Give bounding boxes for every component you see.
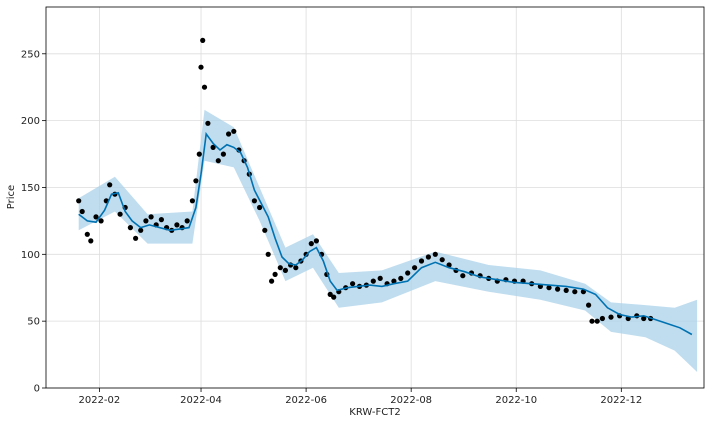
- ticks-layer: 2022-02 2022-04 2022-06 2022-08 2022-10 2022-…: [21, 49, 642, 406]
- observed-point: [418, 258, 425, 264]
- observed-point: [76, 198, 82, 204]
- observed-point: [148, 214, 154, 220]
- observed-point: [215, 158, 221, 164]
- y-axis-label: Price: [6, 185, 17, 209]
- observed-point: [308, 241, 314, 247]
- observed-point: [391, 278, 397, 284]
- observed-point: [446, 262, 452, 268]
- y-tick-label: 200: [21, 116, 40, 127]
- observed-point: [546, 285, 552, 291]
- observed-point: [370, 278, 376, 284]
- observed-point: [608, 314, 614, 320]
- observed-point: [251, 198, 257, 204]
- observed-point: [439, 257, 445, 263]
- observed-point: [331, 294, 337, 300]
- x-tick-label: 2022-06: [285, 395, 327, 406]
- observed-point: [293, 265, 299, 271]
- uncertainty-band: [78, 109, 698, 373]
- observed-point: [282, 267, 288, 273]
- observed-point: [262, 227, 268, 233]
- observed-point: [313, 238, 319, 244]
- y-tick-label: 250: [21, 49, 40, 60]
- observed-point: [405, 270, 411, 276]
- x-axis-label: KRW-FCT2: [349, 407, 400, 418]
- observed-point: [555, 286, 561, 292]
- observed-point: [277, 265, 283, 271]
- observed-point: [265, 251, 271, 257]
- observed-point: [198, 64, 204, 70]
- observed-point: [205, 120, 211, 126]
- observed-point: [174, 222, 180, 228]
- observed-point: [93, 214, 99, 220]
- observed-point: [572, 289, 578, 295]
- observed-point: [377, 275, 383, 281]
- y-tick-label: 50: [27, 317, 40, 328]
- observed-point: [272, 271, 278, 277]
- uncertainty-interval-layer: [78, 109, 698, 373]
- x-tick-label: 2022-02: [78, 395, 120, 406]
- observed-point: [220, 151, 226, 157]
- observed-point: [594, 318, 600, 324]
- observed-point: [599, 315, 606, 322]
- observed-point: [138, 227, 144, 233]
- observed-point: [269, 278, 275, 284]
- observed-point: [133, 235, 139, 241]
- observed-point: [189, 198, 195, 204]
- observed-point: [79, 208, 85, 215]
- observed-point: [193, 178, 199, 184]
- observed-point: [398, 275, 404, 281]
- observed-point: [143, 218, 149, 224]
- observed-point: [412, 265, 418, 271]
- plot-frame: [45, 6, 705, 389]
- observed-point: [117, 211, 123, 217]
- observed-point: [350, 281, 356, 287]
- x-tick-label: 2022-04: [180, 395, 222, 406]
- observed-point: [107, 182, 113, 188]
- y-tick-label: 150: [21, 183, 40, 194]
- y-tick-label: 0: [34, 384, 40, 395]
- observed-point: [563, 287, 569, 293]
- observed-point: [184, 218, 190, 224]
- observed-point: [201, 84, 208, 90]
- observed-point: [425, 254, 431, 260]
- forecast-line-layer: [78, 131, 693, 336]
- observed-point: [231, 128, 237, 134]
- observed-point: [327, 291, 333, 297]
- observed-point: [196, 151, 202, 157]
- x-tick-label: 2022-08: [390, 395, 432, 406]
- observed-point: [460, 273, 466, 279]
- observed-point: [88, 238, 94, 244]
- observed-point: [84, 231, 90, 237]
- observed-point: [226, 131, 232, 137]
- observed-point: [432, 251, 438, 257]
- forecast-line: [78, 131, 693, 336]
- x-tick-label: 2022-12: [600, 395, 642, 406]
- observed-point: [210, 144, 216, 150]
- x-tick-label: 2022-10: [495, 395, 537, 406]
- observed-point: [158, 217, 164, 223]
- observed-point: [98, 218, 104, 224]
- observed-point: [127, 225, 133, 231]
- observed-point: [200, 37, 206, 44]
- observed-point: [257, 204, 263, 211]
- observed-point: [589, 318, 595, 324]
- grid-layer: [46, 7, 704, 389]
- y-tick-label: 100: [21, 250, 40, 261]
- observed-point: [586, 302, 592, 308]
- observed-point: [641, 315, 647, 322]
